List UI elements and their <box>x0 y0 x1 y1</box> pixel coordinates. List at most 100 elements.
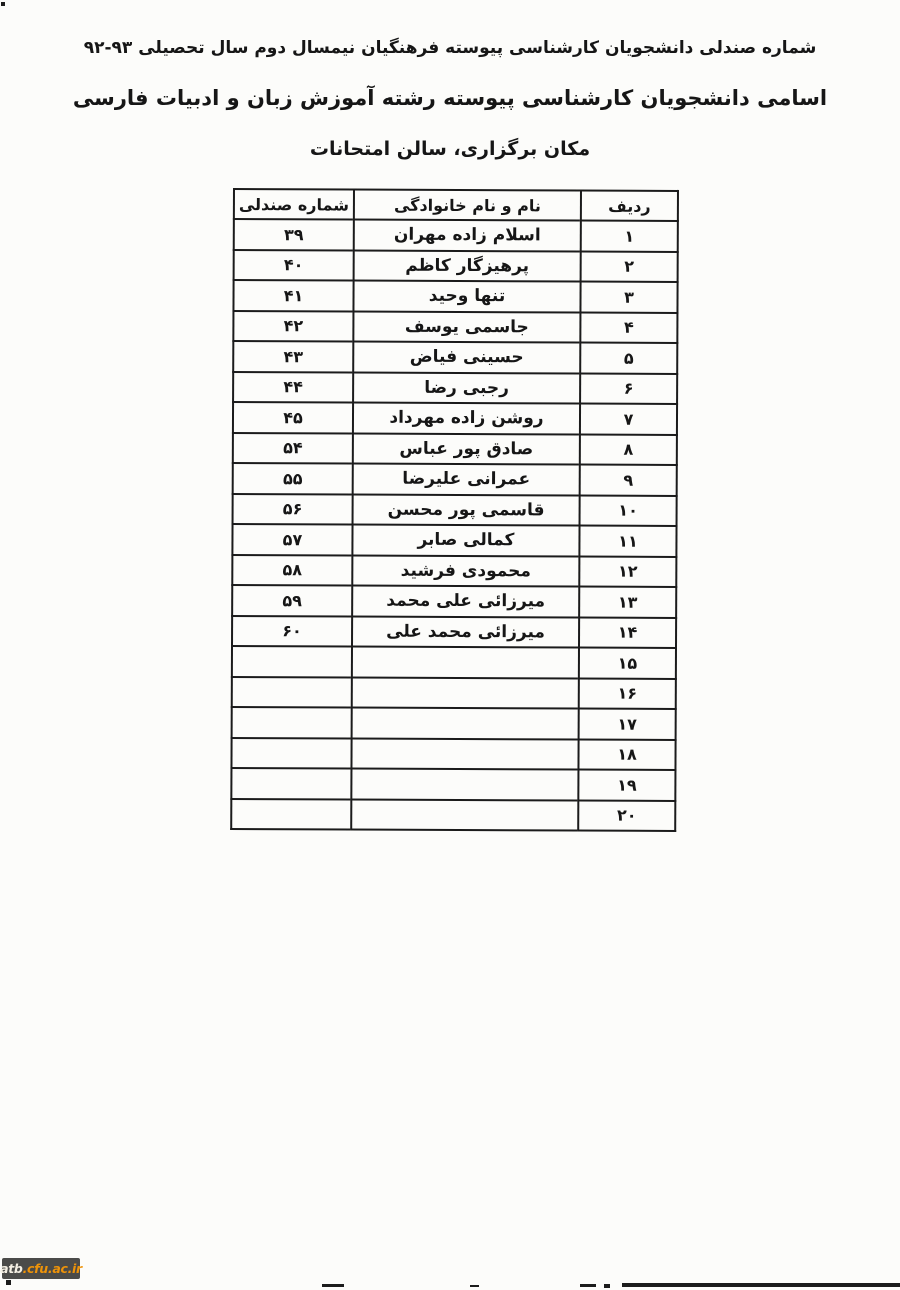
table-row: ۴ جاسمی یوسف ۴۲ <box>233 310 678 343</box>
radif-cell: ۸ <box>579 434 677 465</box>
table-row: ۱۰ قاسمی پور محسن ۵۶ <box>232 493 677 526</box>
seat-cell <box>231 706 352 739</box>
radif-cell: ۵ <box>580 342 678 374</box>
seat-cell: ۵۴ <box>232 432 353 464</box>
radif-cell: ۱ <box>580 220 678 252</box>
seat-cell: ۴۰ <box>233 249 354 281</box>
scan-artifact-line <box>622 1283 900 1287</box>
seat-cell: ۵۵ <box>232 463 353 495</box>
column-header-name: نام و نام خانوادگی <box>353 189 581 221</box>
scan-artifact-mark <box>470 1285 479 1287</box>
roster-body: ۱ اسلام زاده مهران ۳۹ ۲ پرهیزگار کاظم ۴۰ ۳ تنها… <box>231 219 678 831</box>
name-cell: کمالی صابر <box>352 524 580 557</box>
watermark-badge: atb .cfu.ac.ir <box>0 1258 83 1279</box>
name-cell <box>351 799 579 831</box>
table-row: ۱۹ <box>231 767 676 801</box>
seat-cell <box>231 798 352 830</box>
table-row: ۸ صادق پور عباس ۵۴ <box>232 432 677 465</box>
seat-cell: ۵۶ <box>232 493 353 525</box>
seat-cell: ۴۴ <box>233 371 354 403</box>
watermark-prefix: atb <box>0 1261 23 1276</box>
table-row: ۱۲ محمودی فرشید ۵۸ <box>232 554 677 587</box>
seat-cell <box>231 646 353 678</box>
name-cell: عمرانی علیرضا <box>352 463 580 496</box>
scan-artifact-dot <box>1 2 5 6</box>
scan-artifact-mark <box>580 1284 596 1287</box>
name-cell: اسلام زاده مهران <box>353 219 581 252</box>
table-row: ۲۰ <box>231 798 676 831</box>
seat-cell <box>231 676 352 708</box>
name-cell <box>351 707 579 740</box>
radif-cell: ۱۹ <box>578 769 676 801</box>
table-row: ۷ روشن زاده مهرداد ۴۵ <box>232 402 678 435</box>
name-cell <box>351 768 579 801</box>
radif-cell: ۱۶ <box>578 678 676 709</box>
radif-cell: ۱۲ <box>579 556 677 587</box>
name-cell: قاسمی پور محسن <box>352 494 580 526</box>
table-row: ۹ عمرانی علیرضا ۵۵ <box>232 463 677 496</box>
radif-cell: ۱۰ <box>579 495 677 526</box>
radif-cell: ۳ <box>580 281 678 313</box>
seat-roster-table: ردیف نام و نام خانوادگی شماره صندلی ۱ اسل… <box>230 188 679 832</box>
radif-cell: ۲ <box>580 251 678 282</box>
watermark-suffix: .cfu.ac.ir <box>22 1261 83 1276</box>
seat-cell <box>231 767 352 800</box>
venue-line: مکان برگزاری، سالن امتحانات <box>309 138 591 160</box>
name-cell <box>351 677 579 709</box>
name-cell <box>351 738 579 770</box>
seat-cell: ۳۹ <box>233 219 354 251</box>
document-header-line: شماره صندلی دانشجویان کارشناسی پیوسته فر… <box>83 38 817 58</box>
seat-cell: ۶۰ <box>232 615 353 647</box>
radif-cell: ۱۱ <box>579 525 677 557</box>
table-header-row: ردیف نام و نام خانوادگی شماره صندلی <box>233 189 678 221</box>
table-row: ۱۵ <box>231 646 676 679</box>
scan-artifact-dot <box>6 1280 11 1285</box>
scan-artifact-mark <box>604 1284 610 1288</box>
table-row: ۳ تنها وحید ۴۱ <box>233 280 678 313</box>
table-row: ۱۷ <box>231 706 676 740</box>
page-title: اسامی دانشجویان کارشناسی پیوسته رشته آمو… <box>72 86 828 110</box>
seat-cell: ۵۹ <box>232 585 353 617</box>
name-cell: محمودی فرشید <box>352 555 580 587</box>
seat-cell: ۴۲ <box>233 310 354 342</box>
radif-cell: ۱۴ <box>578 617 677 648</box>
radif-cell: ۱۵ <box>578 647 676 679</box>
seat-cell: ۴۱ <box>233 280 354 312</box>
name-cell: رجبی رضا <box>353 372 581 404</box>
radif-cell: ۱۳ <box>579 586 677 618</box>
table-row: ۲ پرهیزگار کاظم ۴۰ <box>233 249 678 282</box>
table-row: ۶ رجبی رضا ۴۴ <box>233 371 678 404</box>
seat-cell: ۴۵ <box>232 402 354 434</box>
table-row: ۱ اسلام زاده مهران ۳۹ <box>233 219 678 252</box>
name-cell: تنها وحید <box>353 280 581 313</box>
scan-artifact-mark <box>322 1284 344 1287</box>
radif-cell: ۱۷ <box>578 708 676 740</box>
name-cell: صادق پور عباس <box>352 433 580 465</box>
radif-cell: ۹ <box>579 464 677 496</box>
seat-cell <box>231 737 352 769</box>
radif-cell: ۷ <box>579 403 678 435</box>
name-cell: جاسمی یوسف <box>353 311 581 343</box>
table-row: ۵ حسینی فیاض ۴۳ <box>233 341 678 374</box>
column-header-radif: ردیف <box>580 190 678 221</box>
name-cell: پرهیزگار کاظم <box>353 250 581 282</box>
table-row: ۱۶ <box>231 676 676 709</box>
radif-cell: ۲۰ <box>578 800 676 831</box>
column-header-seat: شماره صندلی <box>233 189 354 220</box>
table-row: ۱۳ میرزائی علی محمد ۵۹ <box>232 585 677 618</box>
seat-cell: ۵۸ <box>232 554 353 586</box>
seat-cell: ۵۷ <box>232 524 353 556</box>
radif-cell: ۶ <box>580 373 678 404</box>
name-cell: میرزائی علی محمد <box>352 585 580 618</box>
table-row: ۱۴ میرزائی محمد علی ۶۰ <box>232 615 677 648</box>
table-row: ۱۸ <box>231 737 676 770</box>
radif-cell: ۴ <box>580 312 678 343</box>
name-cell: حسینی فیاض <box>353 341 581 374</box>
name-cell: میرزائی محمد علی <box>352 616 580 648</box>
radif-cell: ۱۸ <box>578 739 676 770</box>
table-row: ۱۱ کمالی صابر ۵۷ <box>232 524 677 557</box>
seat-cell: ۴۳ <box>233 341 354 373</box>
name-cell: روشن زاده مهرداد <box>352 402 581 435</box>
name-cell <box>351 646 579 679</box>
